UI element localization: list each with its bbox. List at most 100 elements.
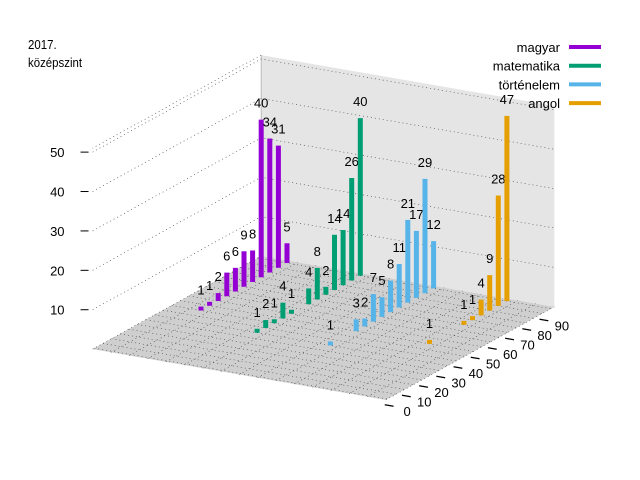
- bar-angol-55: [427, 339, 432, 344]
- bar-matematika-40: [254, 328, 260, 333]
- chart-title: 2017. középszint: [28, 36, 82, 72]
- bar-magyar-65: [224, 272, 230, 297]
- bar-angol-80: [470, 316, 475, 321]
- bar-label-magyar-75: 9: [240, 227, 247, 242]
- bar-magyar-95: [275, 145, 281, 268]
- z-tick-label: 10: [50, 303, 64, 318]
- x-tick-label: 10: [417, 394, 431, 409]
- bar-matematika-70: [306, 288, 312, 305]
- floor-grid-line: [129, 262, 298, 356]
- x-tick-label: 60: [503, 347, 517, 362]
- bar-matematika-45: [263, 320, 269, 328]
- legend: magyar matematika történelem angol: [493, 40, 601, 111]
- floor-grid-line: [312, 293, 482, 388]
- bar-matematika-100: [357, 118, 363, 276]
- chart-title-level: középszint: [28, 55, 83, 70]
- bar-történelem-40: [327, 341, 333, 346]
- x-tick-label: 30: [451, 375, 465, 390]
- bar-magyar-70: [232, 267, 238, 292]
- legend-label-matematika: matematika: [493, 59, 561, 74]
- bar-label-történelem-60: 2: [361, 295, 368, 310]
- bar-label-matematika-70: 4: [305, 264, 312, 279]
- floor-grid-line: [206, 286, 500, 338]
- bar-label-magyar-60: 2: [215, 269, 222, 284]
- floor-grid-line: [293, 290, 463, 385]
- floor-grid-line: [137, 324, 431, 376]
- x-tick-label: 40: [469, 366, 483, 381]
- floor-grid-line: [202, 274, 372, 369]
- x-tick: [487, 347, 497, 350]
- floor-grid-line: [330, 297, 500, 391]
- floor-grid-line: [120, 333, 414, 386]
- x-tick: [522, 328, 532, 331]
- x-tick: [384, 404, 394, 407]
- legend-label-magyar: magyar: [517, 40, 561, 55]
- z-tick-label: 40: [50, 185, 64, 200]
- x-tick-label: 90: [555, 318, 569, 333]
- bar-label-angol-90: 9: [486, 251, 493, 266]
- bar-label-történelem-95: 29: [418, 155, 432, 170]
- x-tick: [539, 318, 549, 322]
- floor-grid-line: [188, 295, 483, 348]
- floor-grid-line: [239, 281, 408, 375]
- floor-grid-line: [367, 303, 537, 398]
- x-tick: [453, 366, 463, 369]
- bar-label-matematika-95: 26: [344, 154, 358, 169]
- x-tick: [436, 375, 446, 379]
- legend-label-angol: angol: [528, 96, 560, 111]
- z-tick-label: 50: [50, 145, 64, 160]
- bar-matematika-60: [289, 309, 294, 314]
- bar-label-magyar-80: 8: [249, 226, 256, 241]
- bar-történelem-70: [379, 297, 385, 317]
- bar-angol-85: [478, 299, 484, 316]
- z-tick-label: 30: [50, 224, 64, 239]
- bar-történelem-55: [353, 319, 359, 332]
- chart-title-year: 2017.: [28, 37, 57, 52]
- z-tick-label: 20: [50, 263, 64, 278]
- bar-magyar-50: [198, 306, 204, 311]
- bar-label-történelem-80: 11: [392, 240, 406, 255]
- bar-label-angol-100: 47: [500, 92, 514, 107]
- bar-label-magyar-90: 34: [263, 115, 277, 130]
- x-tick: [401, 394, 411, 398]
- bar-matematika-95: [349, 178, 355, 281]
- floor-grid-line: [171, 305, 465, 357]
- bar-label-magyar-65: 6: [223, 249, 230, 264]
- bar-magyar-60: [215, 293, 221, 301]
- floor-grid-line: [214, 281, 508, 333]
- floor-grid-line: [94, 347, 388, 400]
- bar-label-matematika-90: 14: [336, 206, 350, 221]
- bar-label-magyar-85: 40: [254, 96, 268, 111]
- bar-történelem-95: [422, 178, 428, 294]
- bar-label-történelem-70: 5: [378, 273, 385, 288]
- left-wall-top-edge: [92, 54, 262, 149]
- x-tick: [505, 337, 515, 341]
- floor-grid-line: [154, 314, 448, 367]
- bar-label-angol-55: 1: [426, 316, 433, 331]
- bar-történelem-65: [370, 294, 376, 322]
- bar-label-matematika-45: 2: [262, 296, 269, 311]
- x-tick-label: 50: [486, 356, 500, 371]
- bar-label-magyar-95: 31: [271, 122, 285, 137]
- floor-grid-line: [102, 343, 397, 395]
- floor-grid-line: [249, 262, 543, 314]
- bar-label-matematika-80: 2: [322, 263, 329, 278]
- x-tick-label: 80: [537, 328, 551, 343]
- bar-matematika-50: [271, 319, 277, 324]
- bar-label-matematika-100: 40: [353, 94, 367, 109]
- bar-magyar-55: [207, 301, 213, 306]
- bar-label-történelem-65: 7: [370, 270, 377, 285]
- bar-történelem-60: [362, 318, 368, 327]
- z-grid-line: [92, 58, 555, 153]
- floor-grid-line: [147, 265, 317, 359]
- floor-grid-line: [231, 271, 526, 324]
- bar-történelem-75: [388, 280, 394, 313]
- bar-angol-95: [495, 195, 501, 306]
- floor-grid-line: [197, 290, 491, 343]
- bar-label-matematika-55: 4: [279, 279, 286, 294]
- bar-label-történelem-85: 21: [401, 196, 415, 211]
- bar-label-történelem-55: 3: [353, 295, 360, 310]
- bar-label-történelem-100: 12: [426, 217, 440, 232]
